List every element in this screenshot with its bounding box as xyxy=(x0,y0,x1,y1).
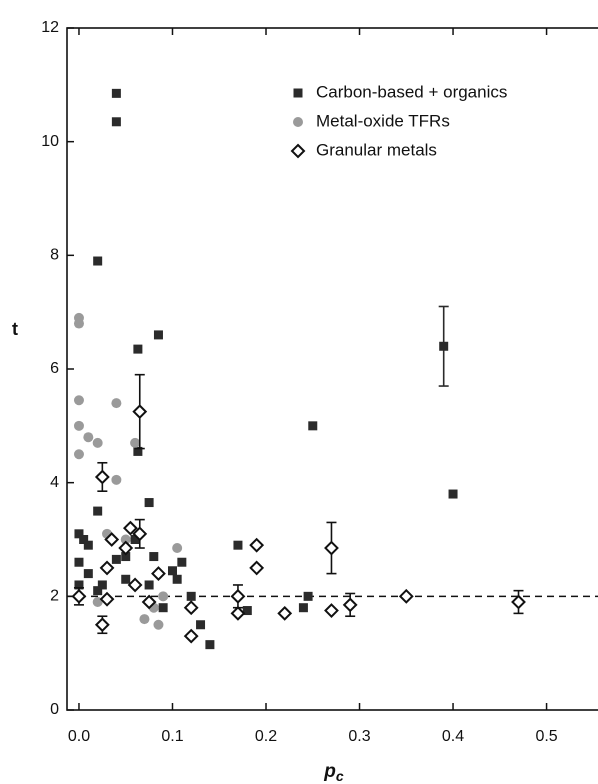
point-diamond xyxy=(96,471,108,483)
point-square xyxy=(93,507,102,516)
point-square xyxy=(159,603,168,612)
point-square xyxy=(112,117,121,126)
legend-marker xyxy=(293,117,303,127)
point-diamond xyxy=(344,599,356,611)
point-circle xyxy=(130,438,140,448)
point-square xyxy=(299,603,308,612)
point-square xyxy=(84,569,93,578)
point-square xyxy=(439,342,448,351)
point-circle xyxy=(74,319,84,329)
point-diamond xyxy=(513,596,525,608)
point-diamond xyxy=(152,568,164,580)
point-diamond xyxy=(325,542,337,554)
legend-marker xyxy=(294,89,303,98)
x-axis-label-main: p xyxy=(323,761,336,782)
point-square xyxy=(133,345,142,354)
y-tick-label: 12 xyxy=(41,19,59,36)
x-axis-label: pc xyxy=(323,761,344,784)
point-square xyxy=(145,498,154,507)
point-square xyxy=(74,558,83,567)
y-tick-label: 6 xyxy=(50,360,59,377)
point-diamond xyxy=(400,590,412,602)
point-square xyxy=(449,490,458,499)
point-square xyxy=(187,592,196,601)
point-square xyxy=(196,620,205,629)
point-circle xyxy=(111,398,121,408)
x-tick-label: 0.5 xyxy=(535,728,557,745)
point-square xyxy=(173,575,182,584)
point-square xyxy=(177,558,186,567)
chart: t pc 0 2 4 6 8 10 12 0.0 0.1 0.2 0.3 0.4 0.5 Carbon-b… xyxy=(0,0,598,784)
point-circle xyxy=(158,591,168,601)
y-tick-label: 10 xyxy=(41,133,59,150)
point-square xyxy=(308,421,317,430)
point-diamond xyxy=(185,602,197,614)
y-tick-label: 8 xyxy=(50,247,59,264)
point-square xyxy=(121,575,130,584)
point-diamond xyxy=(251,562,263,574)
point-circle xyxy=(111,475,121,485)
point-diamond xyxy=(96,619,108,631)
point-square xyxy=(304,592,313,601)
point-circle xyxy=(139,614,149,624)
point-diamond xyxy=(134,406,146,418)
legend-label: Carbon-based + organics xyxy=(316,82,507,101)
point-square xyxy=(84,541,93,550)
point-square xyxy=(112,555,121,564)
point-diamond xyxy=(232,590,244,602)
point-circle xyxy=(74,395,84,405)
y-tick-label: 0 xyxy=(50,701,59,718)
point-square xyxy=(112,89,121,98)
point-square xyxy=(233,541,242,550)
legend-label: Granular metals xyxy=(316,140,437,159)
point-diamond xyxy=(73,590,85,602)
point-square xyxy=(149,552,158,561)
x-tick-label: 0.2 xyxy=(255,728,277,745)
y-tick-label: 4 xyxy=(50,474,59,491)
x-tick-label: 0.0 xyxy=(68,728,90,745)
point-square xyxy=(93,257,102,266)
point-square xyxy=(98,580,107,589)
point-circle xyxy=(74,421,84,431)
point-square xyxy=(168,566,177,575)
point-circle xyxy=(83,432,93,442)
point-diamond xyxy=(251,539,263,551)
point-circle xyxy=(74,449,84,459)
point-diamond xyxy=(232,607,244,619)
x-tick-label: 0.1 xyxy=(161,728,183,745)
y-tick-label: 2 xyxy=(50,588,59,605)
y-axis-label: t xyxy=(12,319,18,339)
point-circle xyxy=(153,620,163,630)
point-square xyxy=(154,330,163,339)
x-tick-label: 0.4 xyxy=(442,728,464,745)
point-circle xyxy=(172,543,182,553)
point-square xyxy=(145,580,154,589)
point-circle xyxy=(93,438,103,448)
legend-marker xyxy=(292,145,304,157)
point-diamond xyxy=(325,605,337,617)
x-axis-label-sub: c xyxy=(336,768,344,784)
legend-label: Metal-oxide TFRs xyxy=(316,111,450,130)
point-diamond xyxy=(129,579,141,591)
point-diamond xyxy=(101,593,113,605)
x-tick-label: 0.3 xyxy=(348,728,370,745)
point-square xyxy=(205,640,214,649)
point-diamond xyxy=(101,562,113,574)
point-diamond xyxy=(279,607,291,619)
point-diamond xyxy=(185,630,197,642)
